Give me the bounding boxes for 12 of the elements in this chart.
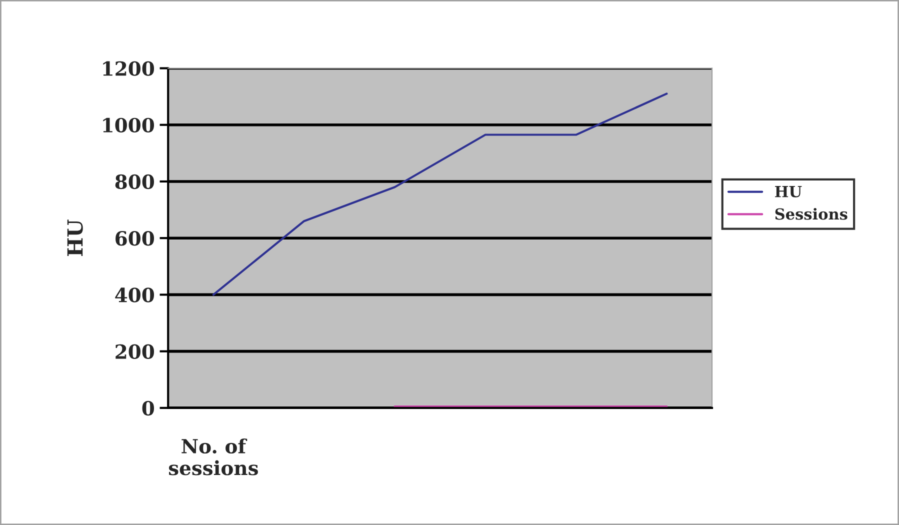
y-tick-label: 200 <box>116 344 154 359</box>
y-tick-label: 1000 <box>103 118 154 133</box>
legend-label: Sessions <box>775 208 848 220</box>
legend-label: HU <box>775 186 802 198</box>
y-axis-title: HU <box>67 220 83 256</box>
y-tick-label: 800 <box>115 174 154 190</box>
y-tick-label: 0 <box>142 400 154 416</box>
x-tick-label: No. of sessions <box>168 438 258 476</box>
y-tick-label: 400 <box>115 288 154 302</box>
y-tick-label: 1200 <box>103 61 154 76</box>
line-series <box>212 92 668 296</box>
y-tick-label: 600 <box>116 231 154 246</box>
